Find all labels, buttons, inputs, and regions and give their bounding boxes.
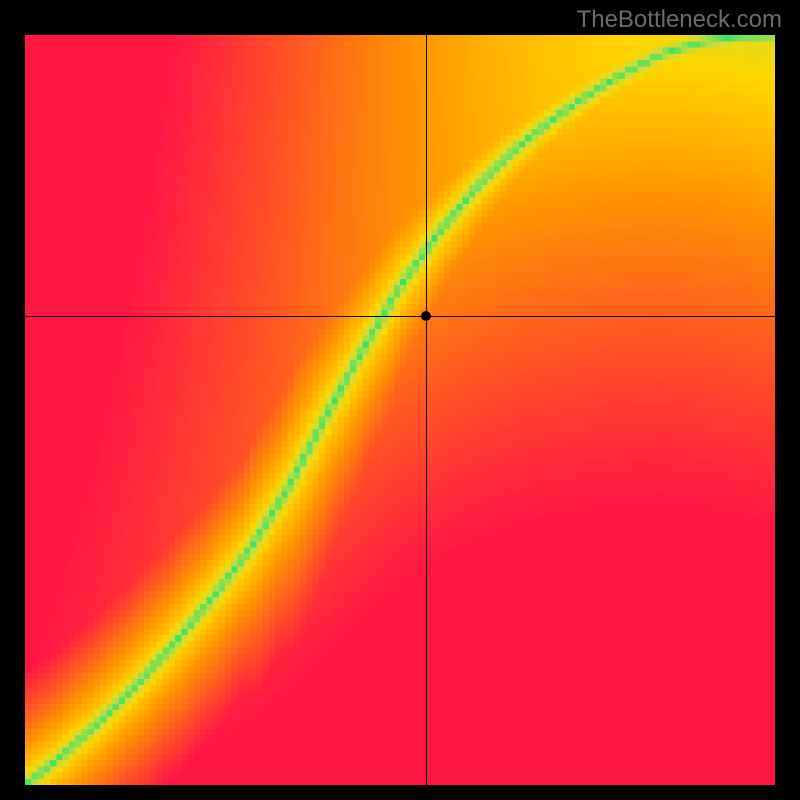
watermark-text: TheBottleneck.com [577, 6, 782, 34]
crosshair-horizontal [25, 316, 775, 317]
chart-frame: TheBottleneck.com [0, 0, 800, 800]
heatmap-canvas [25, 35, 775, 785]
crosshair-vertical [426, 35, 427, 785]
